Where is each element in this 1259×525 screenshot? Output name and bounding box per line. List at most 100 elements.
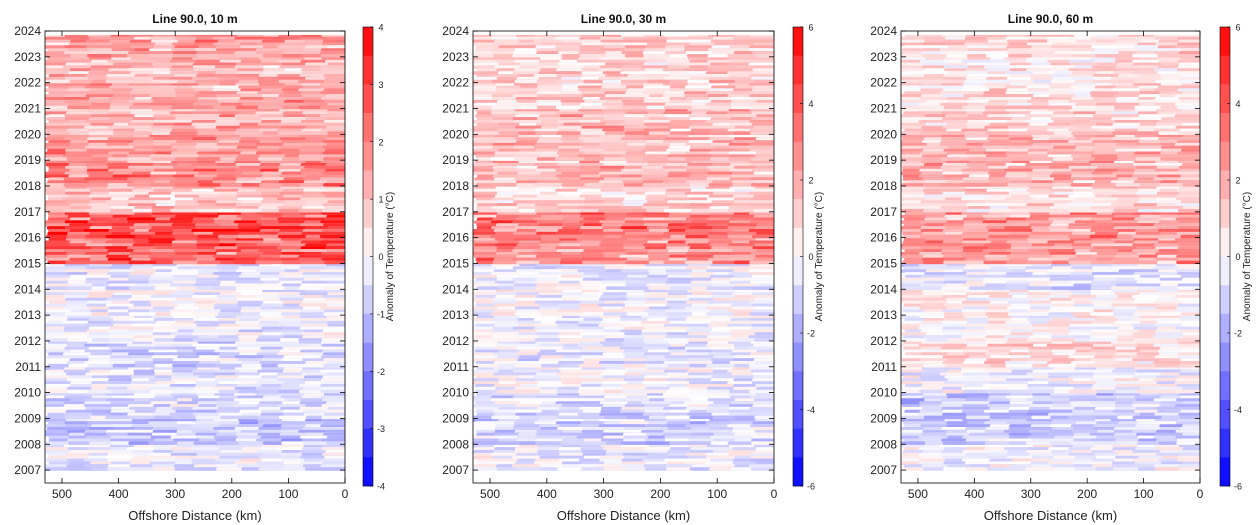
heatmap-cell (320, 389, 345, 394)
x-tick-label: 200 (222, 487, 242, 501)
x-tick-label: 400 (537, 487, 557, 501)
x-tick-label: 500 (480, 487, 500, 501)
heatmap-cell (750, 424, 774, 428)
colorbar-level (793, 457, 803, 487)
heatmap-cell (755, 137, 774, 141)
heatmap-cell (752, 85, 774, 89)
heatmap-cell (1179, 427, 1200, 431)
heatmap-cell (325, 94, 345, 98)
heatmap-cell (1178, 444, 1200, 448)
heatmap-cell (751, 183, 774, 187)
heatmap-cell (754, 140, 774, 144)
heatmap-cell (327, 292, 345, 296)
y-tick-label: 2022 (442, 76, 469, 90)
heatmap-cell (321, 438, 345, 442)
axes: 2007200820092010201120122013201420152016… (14, 24, 348, 501)
heatmap-cell (750, 369, 774, 374)
heatmap-cell (320, 65, 345, 69)
heatmap-cell (754, 154, 774, 158)
heatmap-cell (750, 97, 774, 101)
y-tick-label: 2024 (442, 24, 469, 38)
colorbar-tick-label: 6 (808, 23, 813, 33)
heatmap-cell (748, 48, 774, 52)
heatmap-cell (323, 99, 345, 104)
heatmap-cell (1178, 464, 1200, 468)
heatmap-cell (323, 120, 345, 124)
heatmap-cell (324, 137, 345, 141)
heatmap-cell (752, 68, 774, 72)
heatmap-cell (752, 51, 774, 55)
heatmap-cell (325, 148, 345, 153)
heatmap-cell (750, 145, 774, 150)
y-tick-label: 2021 (442, 101, 469, 115)
y-tick-label: 2013 (14, 308, 41, 322)
heatmap-cell (752, 421, 774, 425)
heatmap-cell (750, 252, 774, 256)
heatmap-cell (750, 352, 774, 356)
heatmap-cell (749, 355, 774, 359)
heatmap-body (473, 31, 774, 483)
heatmap-cell (749, 45, 774, 49)
x-axis-label: Offshore Distance (km) (557, 508, 690, 523)
colorbar-level (363, 399, 373, 429)
heatmap-cell (320, 97, 345, 101)
heatmap-cell (752, 404, 774, 408)
heatmap-cell (323, 206, 345, 210)
heatmap-cell (1179, 452, 1200, 457)
heatmap-cell (323, 421, 345, 425)
heatmap-cell (321, 257, 345, 262)
heatmap-cell (1174, 381, 1200, 385)
heatmap-cell (752, 401, 774, 405)
heatmap-cell (751, 197, 774, 201)
heatmap-cell (324, 266, 345, 270)
heatmap-cell (1177, 352, 1200, 356)
colorbar-tick-label: -4 (807, 405, 815, 415)
heatmap-cell (1177, 340, 1200, 345)
heatmap-cell (753, 174, 774, 178)
y-tick-label: 2016 (442, 231, 469, 245)
heatmap-cell (752, 88, 774, 92)
heatmap-cell (752, 36, 774, 41)
heatmap-cell (756, 223, 774, 227)
heatmap-cell (754, 450, 774, 454)
heatmap-cell (754, 306, 774, 310)
y-tick-label: 2015 (442, 256, 469, 270)
panel-30m: 2007200820092010201120122013201420152016… (442, 12, 825, 523)
heatmap-cell (325, 117, 345, 121)
heatmap-body (901, 31, 1200, 483)
heatmap-cell (326, 125, 345, 130)
heatmap-cell (751, 323, 774, 328)
panel-60m: 2007200820092010201120122013201420152016… (870, 12, 1253, 523)
plot-frame (472, 30, 775, 484)
x-tick-label: 200 (650, 487, 670, 501)
heatmap-cell (320, 386, 345, 391)
y-tick-label: 2014 (14, 282, 41, 296)
heatmap-cell (1182, 401, 1200, 405)
colorbar-level (363, 141, 373, 171)
heatmap-cell (327, 226, 345, 230)
heatmap-cell (320, 160, 345, 164)
heatmap-cell (1180, 369, 1200, 374)
heatmap-cell (1182, 461, 1200, 465)
heatmap-cell (1178, 412, 1200, 417)
y-tick-label: 2009 (442, 411, 469, 425)
heatmap-cell (756, 231, 774, 236)
heatmap-cell (749, 120, 774, 124)
heatmap-cell (748, 211, 774, 216)
heatmap-cell (327, 323, 345, 328)
colorbar-level (363, 199, 373, 229)
x-axis-label: Offshore Distance (km) (128, 508, 261, 523)
colorbar-level (363, 428, 373, 458)
heatmap-cell (1177, 458, 1200, 463)
heatmap-cell (755, 134, 774, 138)
heatmap-cell (324, 412, 345, 417)
heatmap-cell (327, 320, 345, 325)
heatmap-cell (321, 286, 345, 290)
x-tick-label: 0 (771, 487, 778, 501)
heatmap-cell (1178, 455, 1200, 460)
heatmap-cell (748, 363, 774, 368)
heatmap-cell (753, 65, 774, 69)
heatmap-cell (1179, 372, 1200, 376)
heatmap-cell (754, 71, 774, 75)
